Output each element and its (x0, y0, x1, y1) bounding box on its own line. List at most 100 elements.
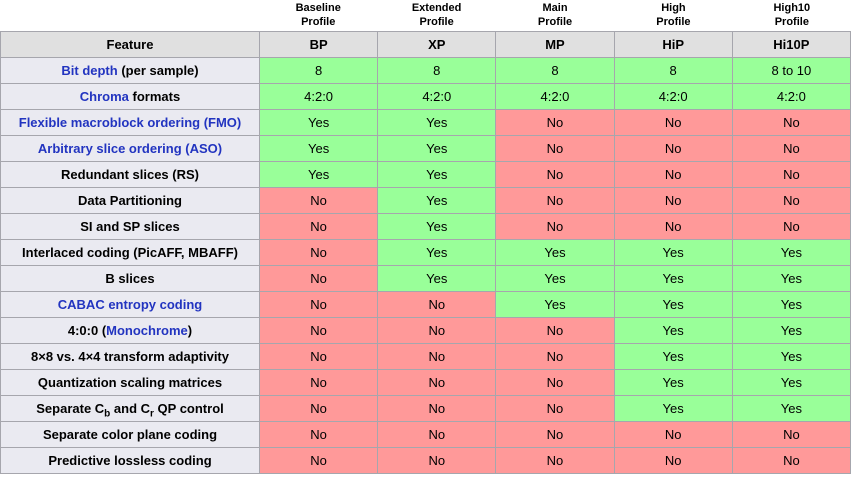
profile-name-bp: Baseline Profile (295, 1, 341, 28)
value-cell-predictive-lossless-hi10p: No (731, 447, 851, 474)
feature-cell-b-slices: B slices (0, 265, 260, 292)
value-cell-interlaced-coding-xp: Yes (377, 239, 497, 266)
feature-cell-transform-adaptivity: 8×8 vs. 4×4 transform adaptivity (0, 343, 260, 370)
value-cell-monochrome-mp: No (495, 317, 615, 344)
value-cell-chroma-formats-mp: 4:2:0 (495, 83, 615, 110)
table-row-predictive-lossless: Predictive lossless coding No No No No No (0, 447, 851, 474)
value-cell-data-partitioning-bp: No (258, 187, 379, 214)
feature-link-chroma-formats[interactable]: Chroma (79, 89, 129, 104)
feature-text: Interlaced coding (PicAFF, MBAFF) (22, 245, 238, 260)
feature-cell-cabac: CABAC entropy coding (0, 291, 260, 318)
value-cell-predictive-lossless-xp: No (377, 447, 497, 474)
value-cell-transform-adaptivity-hi10p: Yes (731, 343, 851, 370)
table-row-fmo: Flexible macroblock ordering (FMO) Yes Yes… (0, 109, 851, 136)
value-cell-predictive-lossless-mp: No (495, 447, 615, 474)
feature-cell-predictive-lossless: Predictive lossless coding (0, 447, 260, 474)
value-cell-transform-adaptivity-bp: No (258, 343, 379, 370)
column-header-bp: BP (258, 31, 379, 58)
value-cell-interlaced-coding-bp: No (258, 239, 379, 266)
feature-text: Quantization scaling matrices (37, 375, 223, 390)
feature-cell-aso: Arbitrary slice ordering (ASO) (0, 135, 260, 162)
value-cell-fmo-bp: Yes (258, 109, 379, 136)
value-cell-redundant-slices-hi10p: No (731, 161, 851, 188)
table-row-aso: Arbitrary slice ordering (ASO) Yes Yes No No… (0, 135, 851, 162)
value-cell-monochrome-xp: No (377, 317, 497, 344)
value-cell-predictive-lossless-bp: No (258, 447, 379, 474)
value-cell-bit-depth-hi10p: 8 to 10 (731, 57, 851, 84)
value-cell-aso-mp: No (495, 135, 615, 162)
feature-link-fmo[interactable]: Flexible macroblock ordering (FMO) (18, 115, 242, 130)
table-row-transform-adaptivity: 8×8 vs. 4×4 transform adaptivity No No No Ye… (0, 343, 851, 370)
value-cell-cabac-hi10p: Yes (731, 291, 851, 318)
feature-cell-chroma-formats: Chroma formats (0, 83, 260, 110)
subscript-text: r (150, 408, 154, 420)
value-cell-chroma-formats-xp: 4:2:0 (377, 83, 497, 110)
feature-cell-si-sp-slices: SI and SP slices (0, 213, 260, 240)
value-cell-separate-color-plane-hip: No (613, 421, 733, 448)
feature-cell-interlaced-coding: Interlaced coding (PicAFF, MBAFF) (0, 239, 260, 266)
feature-column-header: Feature (0, 31, 260, 58)
table-row-monochrome: 4:0:0 (Monochrome) No No No Yes Yes (0, 317, 851, 344)
feature-text: B slices (105, 271, 155, 286)
value-cell-monochrome-hip: Yes (613, 317, 733, 344)
feature-text: 8×8 vs. 4×4 transform adaptivity (31, 349, 229, 364)
profile-name-hi10p: High10 Profile (773, 1, 811, 28)
table-row-si-sp-slices: SI and SP slices No Yes No No No (0, 213, 851, 240)
feature-cell-separate-color-plane: Separate color plane coding (0, 421, 260, 448)
value-cell-quantization-scaling-hi10p: Yes (731, 369, 851, 396)
value-cell-aso-hip: No (613, 135, 733, 162)
value-cell-bit-depth-bp: 8 (258, 57, 379, 84)
value-cell-si-sp-slices-mp: No (495, 213, 615, 240)
feature-cell-data-partitioning: Data Partitioning (0, 187, 260, 214)
table-row-cabac: CABAC entropy coding No No Yes Yes Yes (0, 291, 851, 318)
value-cell-quantization-scaling-bp: No (258, 369, 379, 396)
feature-link-bit-depth[interactable]: Bit depth (61, 63, 118, 78)
feature-link-cabac[interactable]: CABAC entropy coding (57, 297, 203, 312)
value-cell-separate-color-plane-mp: No (495, 421, 615, 448)
value-cell-fmo-hip: No (613, 109, 733, 136)
profile-name-xp: Extended Profile (411, 1, 462, 28)
value-cell-interlaced-coding-hip: Yes (613, 239, 733, 266)
value-cell-monochrome-bp: No (258, 317, 379, 344)
value-cell-transform-adaptivity-hip: Yes (613, 343, 733, 370)
table-row-redundant-slices: Redundant slices (RS) Yes Yes No No No (0, 161, 851, 188)
value-cell-fmo-mp: No (495, 109, 615, 136)
feature-table: Feature BP XP MP HiP Hi10P Bit depth (per sa… (0, 31, 851, 474)
value-cell-bit-depth-xp: 8 (377, 57, 497, 84)
column-header-hip: HiP (613, 31, 733, 58)
subscript-text: b (104, 408, 111, 420)
feature-link-monochrome[interactable]: Monochrome (106, 323, 188, 338)
value-cell-transform-adaptivity-mp: No (495, 343, 615, 370)
column-header-mp: MP (495, 31, 615, 58)
profile-name-mp: Main Profile (537, 1, 573, 28)
value-cell-aso-hi10p: No (731, 135, 851, 162)
value-cell-cabac-mp: Yes (495, 291, 615, 318)
feature-text: Data Partitioning (77, 193, 182, 208)
column-header-hi10p: Hi10P (731, 31, 851, 58)
table-row-data-partitioning: Data Partitioning No Yes No No No (0, 187, 851, 214)
feature-text: and C (110, 401, 151, 416)
feature-text: (per sample) (117, 63, 199, 78)
table-row-interlaced-coding: Interlaced coding (PicAFF, MBAFF) No Yes Ye… (0, 239, 851, 266)
value-cell-quantization-scaling-xp: No (377, 369, 497, 396)
value-cell-cabac-hip: Yes (613, 291, 733, 318)
table-row-separate-color-plane: Separate color plane coding No No No No No (0, 421, 851, 448)
value-cell-chroma-formats-bp: 4:2:0 (258, 83, 379, 110)
table-row-quantization-scaling: Quantization scaling matrices No No No Yes Ye… (0, 369, 851, 396)
table-row-b-slices: B slices No Yes Yes Yes Yes (0, 265, 851, 292)
feature-cell-redundant-slices: Redundant slices (RS) (0, 161, 260, 188)
feature-cell-quantization-scaling: Quantization scaling matrices (0, 369, 260, 396)
feature-text: SI and SP slices (80, 219, 180, 234)
value-cell-cabac-bp: No (258, 291, 379, 318)
value-cell-redundant-slices-mp: No (495, 161, 615, 188)
value-cell-separate-qp-control-hip: Yes (613, 395, 733, 422)
value-cell-si-sp-slices-bp: No (258, 213, 379, 240)
value-cell-separate-qp-control-bp: No (258, 395, 379, 422)
feature-text: QP control (153, 401, 224, 416)
feature-link-aso[interactable]: Arbitrary slice ordering (ASO) (37, 141, 223, 156)
feature-text: Separate C (36, 401, 105, 416)
value-cell-separate-color-plane-hi10p: No (731, 421, 851, 448)
value-cell-redundant-slices-bp: Yes (258, 161, 379, 188)
value-cell-redundant-slices-xp: Yes (377, 161, 497, 188)
